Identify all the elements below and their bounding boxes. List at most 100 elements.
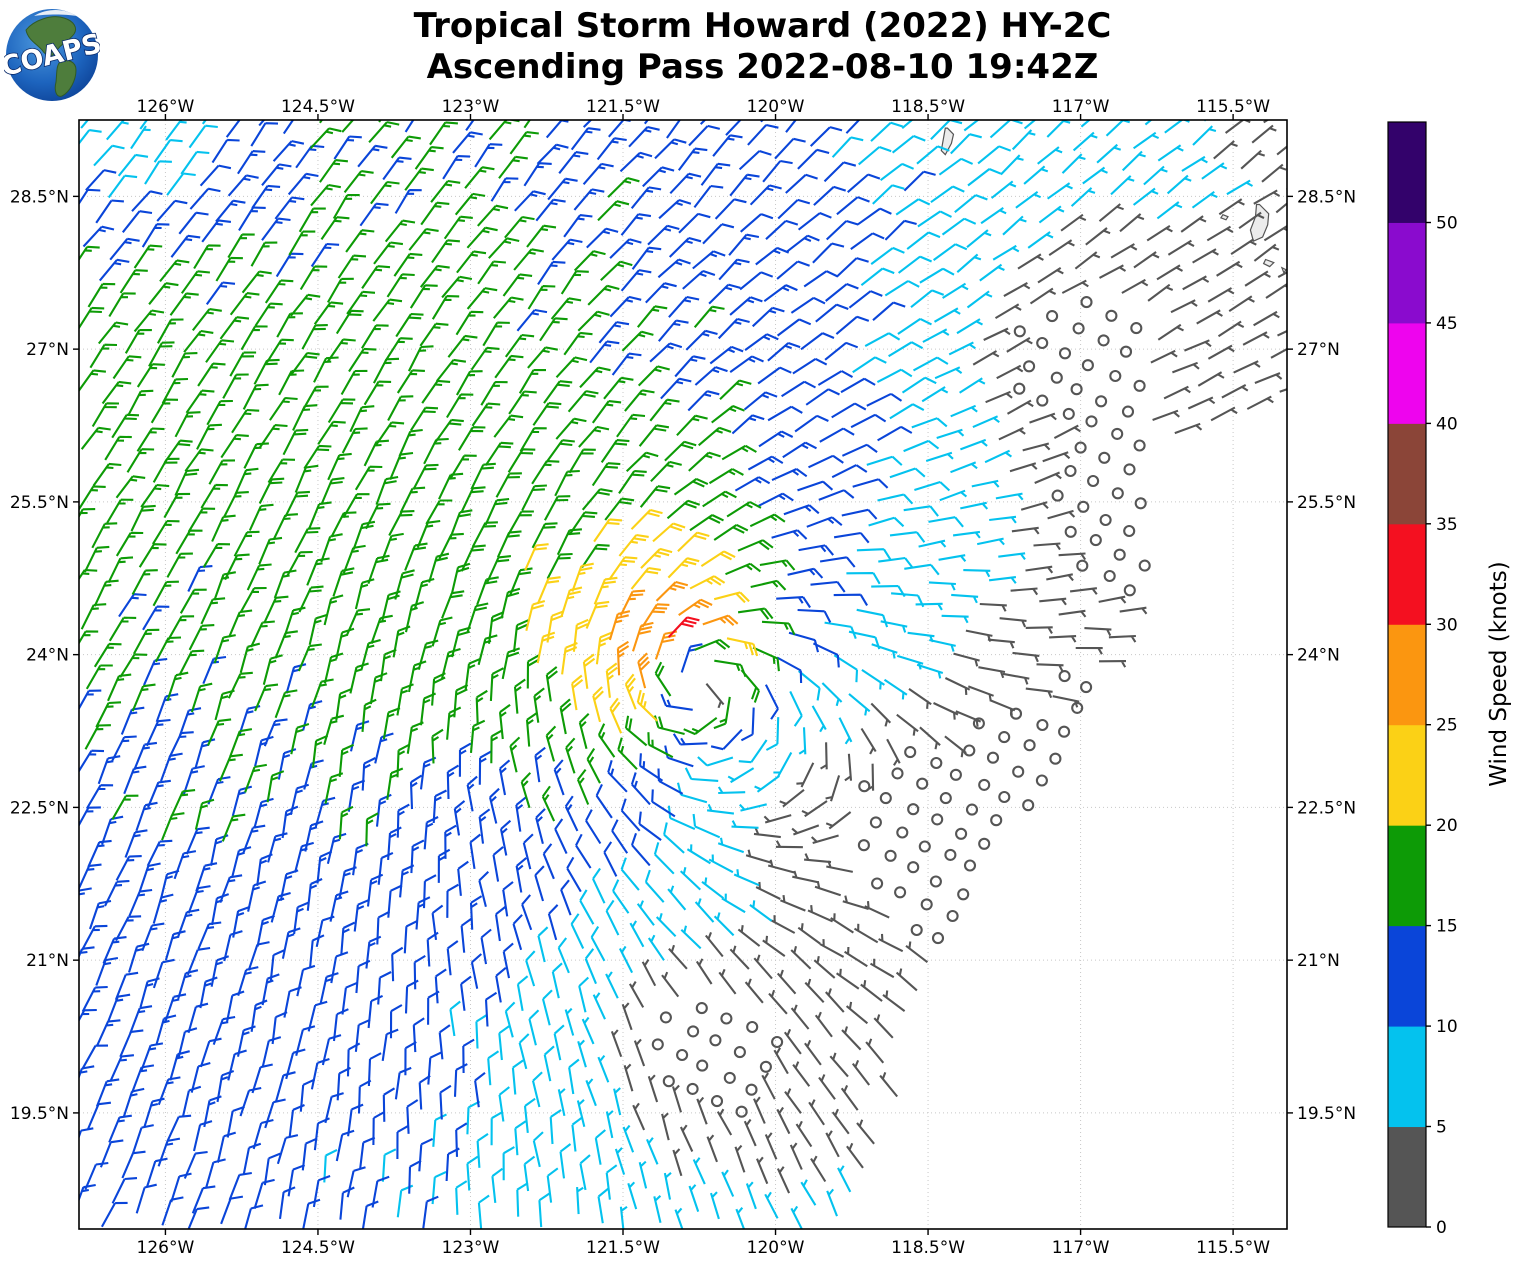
wind-barb (111, 413, 140, 439)
wind-barb (1075, 646, 1103, 655)
wind-barb (84, 724, 111, 750)
wind-barb (332, 194, 360, 220)
wind-barb (1240, 149, 1266, 170)
wind-barb (550, 297, 582, 320)
wind-barb (196, 423, 222, 450)
wind-barb (660, 693, 693, 711)
wind-barb (174, 468, 200, 497)
wind-barb (925, 451, 954, 463)
wind-barb (647, 224, 680, 246)
calm-wind-circle (896, 826, 909, 839)
wind-barb (910, 289, 945, 309)
wind-barb (842, 895, 869, 911)
wind-barb (639, 485, 671, 508)
wind-barb (1152, 409, 1180, 421)
colorbar-segment (1388, 222, 1426, 324)
wind-barb (263, 718, 288, 747)
wind-barb (101, 815, 124, 845)
wind-barb (706, 1134, 718, 1163)
calm-wind-circle (745, 1083, 758, 1096)
wind-barb (527, 285, 556, 310)
wind-barb (845, 1001, 869, 1025)
wind-barb (227, 671, 253, 699)
wind-barb (457, 860, 469, 896)
wind-barb (108, 1114, 132, 1143)
calm-wind-circle (972, 717, 985, 730)
wind-barb (980, 207, 1007, 225)
wind-barb (460, 544, 486, 572)
wind-barb (488, 120, 520, 141)
wind-barb (823, 161, 857, 183)
wind-barb (498, 703, 511, 740)
wind-barb (254, 683, 279, 712)
wind-barb (194, 798, 215, 830)
wind-barb (815, 303, 849, 323)
calm-wind-circle (931, 932, 945, 945)
wind-barb (984, 449, 1013, 464)
wind-barb (708, 468, 744, 485)
wind-barb (469, 895, 483, 930)
calm-wind-circle (733, 1046, 746, 1059)
wind-barb (98, 258, 130, 282)
colorbar-frame (1387, 121, 1427, 1228)
wind-barb (523, 1097, 536, 1134)
wind-barb (407, 660, 427, 693)
calm-wind-circle (920, 898, 933, 911)
wind-barb (1221, 383, 1249, 399)
wind-barb (1036, 663, 1064, 672)
colorbar-segment (1388, 825, 1426, 927)
calm-wind-circle (1097, 334, 1110, 347)
wind-barb (967, 685, 994, 702)
wind-barb (664, 440, 697, 462)
wind-barb (313, 1117, 330, 1151)
wind-barb (595, 783, 613, 819)
wind-barb (831, 402, 867, 419)
wind-barb (694, 898, 715, 923)
wind-barb (808, 454, 844, 469)
wind-barb (627, 1181, 638, 1210)
wind-barb (199, 164, 232, 187)
wind-barb (438, 1024, 451, 1060)
wind-barb (1037, 267, 1064, 284)
wind-barb (668, 295, 700, 318)
wind-barb (860, 267, 895, 287)
wind-barb (1108, 634, 1137, 643)
wind-barb (1012, 651, 1040, 663)
wind-barb (1217, 320, 1245, 338)
wind-barb (745, 849, 773, 864)
wind-barb (345, 608, 371, 636)
wind-barb (493, 414, 524, 438)
wind-barb (819, 427, 855, 443)
wind-barb (557, 1088, 566, 1117)
wind-barb (458, 426, 486, 451)
wind-barb (484, 497, 510, 526)
wind-barb (93, 579, 119, 607)
wind-barb (930, 185, 965, 204)
wind-barb (996, 364, 1024, 380)
wind-barb (566, 856, 582, 893)
wind-barb (428, 552, 450, 583)
wind-barb (1150, 349, 1178, 364)
wind-barb (223, 930, 243, 962)
wind-barb (384, 219, 416, 243)
calm-wind-circle (1058, 670, 1071, 683)
wind-barb (231, 846, 252, 877)
gridlines (79, 120, 1287, 1229)
colorbar-tick-label: 40 (1436, 414, 1458, 434)
calm-wind-circle (1080, 681, 1093, 694)
wind-barb (776, 656, 803, 684)
wind-barb (560, 270, 589, 295)
wind-barb (1210, 406, 1238, 422)
wind-barb (585, 1078, 597, 1107)
wind-barb (210, 955, 230, 987)
wind-barb (425, 499, 453, 525)
wind-barb (261, 163, 292, 186)
wind-barb (1174, 422, 1203, 435)
wind-barb (216, 1131, 237, 1163)
wind-barb (749, 900, 773, 922)
wind-barb (727, 767, 755, 784)
calm-wind-circle (662, 1075, 675, 1088)
wind-barb (417, 639, 439, 670)
wind-barb (798, 727, 807, 755)
wind-barb (460, 975, 472, 1011)
